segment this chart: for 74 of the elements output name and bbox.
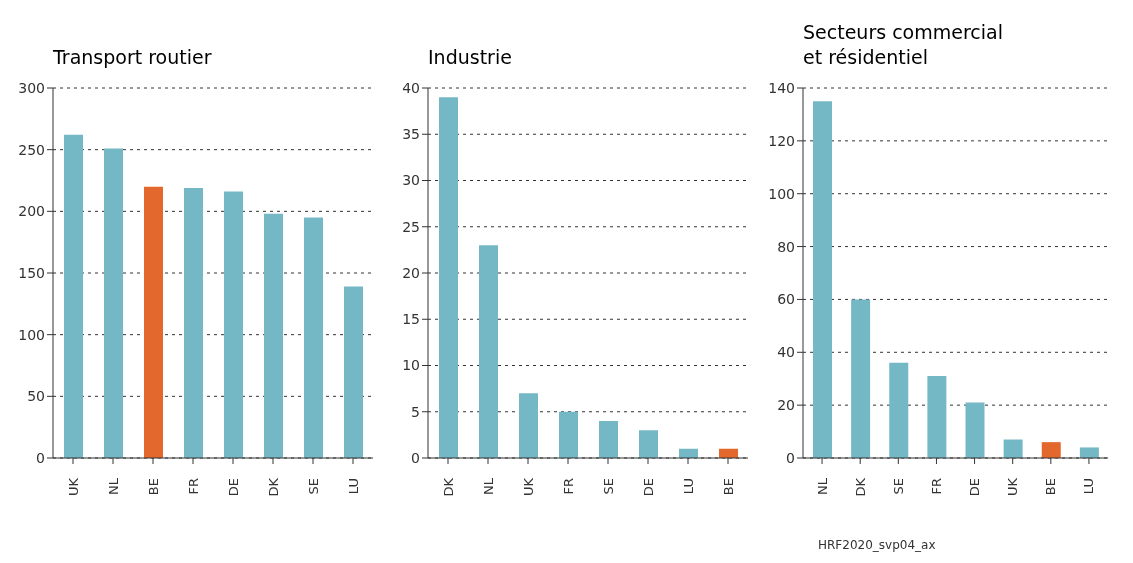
bar: [64, 134, 83, 458]
x-tick-label: FR: [185, 478, 201, 495]
x-tick-label: SE: [305, 478, 321, 495]
bar: [479, 245, 498, 458]
y-tick-label: 0: [411, 449, 420, 466]
y-tick-label: 20: [402, 264, 420, 281]
y-tick-label: 200: [18, 203, 45, 220]
bar: [344, 286, 363, 458]
bar: [813, 101, 832, 458]
bar: [264, 213, 283, 458]
bar: [851, 299, 871, 458]
y-tick-label: 20: [777, 397, 795, 414]
bar: [1079, 447, 1099, 458]
y-tick-label: 120: [768, 132, 795, 149]
chart-title: Industrie: [427, 45, 513, 70]
bar: [104, 148, 123, 458]
y-tick-label: 5: [411, 403, 420, 420]
x-tick-label: BE: [720, 478, 736, 496]
chart-title: Transport routier: [52, 45, 213, 70]
bar: [639, 430, 658, 458]
bar: [519, 393, 538, 458]
x-tick-label: DK: [265, 477, 281, 497]
bar: [144, 186, 163, 458]
bar: [927, 376, 947, 458]
bar: [559, 411, 578, 458]
x-tick-label: NL: [814, 477, 830, 495]
x-tick-label: LU: [1081, 478, 1097, 495]
bar: [224, 191, 243, 458]
x-tick-label: LU: [345, 478, 361, 495]
bar: [599, 421, 618, 458]
x-tick-label: DK: [852, 477, 868, 497]
x-tick-label: UK: [1005, 477, 1021, 497]
bar: [1003, 439, 1023, 458]
chart-title: Secteurs commercial et résidentiel: [802, 20, 1004, 70]
y-tick-label: 10: [402, 357, 420, 374]
x-tick-label: DE: [640, 478, 656, 497]
y-tick-label: 300: [18, 79, 45, 96]
bar: [439, 97, 458, 458]
x-tick-label: DE: [967, 478, 983, 497]
x-tick-label: NL: [105, 477, 121, 495]
x-tick-label: BE: [145, 478, 161, 496]
x-tick-label: LU: [680, 478, 696, 495]
y-tick-label: 40: [402, 79, 420, 96]
y-tick-label: 0: [36, 449, 45, 466]
x-tick-label: BE: [1043, 478, 1059, 496]
y-tick-label: 250: [18, 141, 45, 158]
x-tick-label: FR: [928, 478, 944, 495]
y-tick-label: 40: [777, 344, 795, 361]
x-tick-label: DE: [225, 478, 241, 497]
bar: [304, 217, 323, 458]
y-tick-label: 140: [768, 79, 795, 96]
bar: [965, 402, 985, 458]
x-tick-label: NL: [480, 477, 496, 495]
x-tick-label: DK: [440, 477, 456, 497]
y-tick-label: 100: [18, 326, 45, 343]
y-tick-label: 35: [402, 126, 420, 143]
x-tick-label: UK: [520, 477, 536, 497]
x-tick-label: SE: [600, 478, 616, 495]
bar: [1041, 442, 1061, 458]
x-tick-label: FR: [560, 478, 576, 495]
text: HRF2020_svp04_ax: [817, 538, 937, 552]
y-tick-label: 15: [402, 311, 420, 328]
y-tick-label: 80: [777, 238, 795, 255]
y-tick-label: 0: [786, 449, 795, 466]
y-tick-label: 150: [18, 264, 45, 281]
y-tick-label: 100: [768, 185, 795, 202]
y-tick-label: 60: [777, 291, 795, 308]
y-tick-label: 50: [27, 388, 45, 405]
x-tick-label: UK: [65, 477, 81, 497]
bar: [184, 187, 203, 458]
y-tick-label: 25: [402, 218, 420, 235]
y-tick-label: 30: [402, 172, 420, 189]
bar: [889, 362, 909, 458]
x-tick-label: SE: [890, 478, 906, 495]
